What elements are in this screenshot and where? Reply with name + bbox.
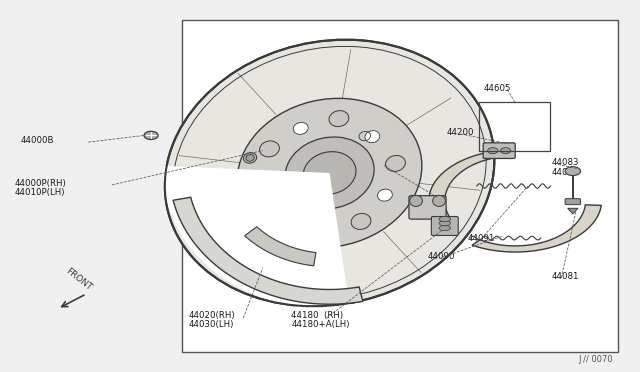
Ellipse shape bbox=[260, 141, 279, 157]
Ellipse shape bbox=[165, 40, 494, 306]
Ellipse shape bbox=[439, 225, 451, 231]
Polygon shape bbox=[568, 208, 578, 214]
Text: 44051  (RH): 44051 (RH) bbox=[357, 157, 409, 166]
FancyBboxPatch shape bbox=[483, 143, 515, 158]
Text: 44091: 44091 bbox=[467, 234, 495, 243]
Polygon shape bbox=[472, 205, 601, 252]
Bar bbox=[182, 20, 618, 352]
Bar bbox=[479, 102, 550, 151]
Ellipse shape bbox=[329, 110, 349, 126]
Ellipse shape bbox=[365, 131, 380, 142]
Ellipse shape bbox=[433, 195, 445, 206]
Ellipse shape bbox=[439, 217, 451, 222]
Text: 44200: 44200 bbox=[447, 128, 474, 137]
Polygon shape bbox=[163, 166, 350, 310]
Ellipse shape bbox=[488, 148, 498, 154]
Text: 44180+A(LH): 44180+A(LH) bbox=[291, 320, 349, 329]
FancyBboxPatch shape bbox=[431, 217, 458, 235]
Polygon shape bbox=[244, 227, 316, 266]
Ellipse shape bbox=[565, 167, 580, 176]
Ellipse shape bbox=[243, 153, 257, 163]
Ellipse shape bbox=[386, 155, 405, 171]
Polygon shape bbox=[429, 153, 491, 230]
Text: FRONT: FRONT bbox=[64, 266, 93, 292]
Text: 44180  (RH): 44180 (RH) bbox=[291, 311, 343, 320]
Ellipse shape bbox=[500, 148, 511, 154]
Text: 44051+A(LH): 44051+A(LH) bbox=[357, 167, 415, 176]
Text: 44081: 44081 bbox=[552, 272, 579, 281]
FancyBboxPatch shape bbox=[565, 199, 580, 205]
Text: 44084: 44084 bbox=[552, 168, 579, 177]
Polygon shape bbox=[173, 197, 363, 304]
Text: 44030(LH): 44030(LH) bbox=[189, 320, 234, 329]
Text: 44090: 44090 bbox=[428, 252, 455, 261]
Text: 44000P(RH): 44000P(RH) bbox=[14, 179, 66, 187]
Ellipse shape bbox=[303, 152, 356, 194]
Ellipse shape bbox=[273, 205, 293, 221]
Ellipse shape bbox=[351, 214, 371, 230]
FancyBboxPatch shape bbox=[409, 196, 446, 219]
Text: 44020(RH): 44020(RH) bbox=[189, 311, 236, 320]
Text: 44010P(LH): 44010P(LH) bbox=[14, 188, 65, 197]
Ellipse shape bbox=[378, 189, 392, 201]
Text: 44000B: 44000B bbox=[20, 136, 54, 145]
Ellipse shape bbox=[246, 155, 254, 161]
Ellipse shape bbox=[439, 221, 451, 226]
Text: 44083: 44083 bbox=[552, 158, 579, 167]
Ellipse shape bbox=[237, 98, 422, 248]
Ellipse shape bbox=[410, 195, 422, 206]
Text: J // 0070: J // 0070 bbox=[579, 355, 613, 364]
Text: 44605: 44605 bbox=[483, 84, 511, 93]
Ellipse shape bbox=[293, 122, 308, 134]
Ellipse shape bbox=[144, 131, 158, 140]
Ellipse shape bbox=[262, 176, 276, 188]
Ellipse shape bbox=[285, 137, 374, 209]
Ellipse shape bbox=[314, 217, 328, 229]
